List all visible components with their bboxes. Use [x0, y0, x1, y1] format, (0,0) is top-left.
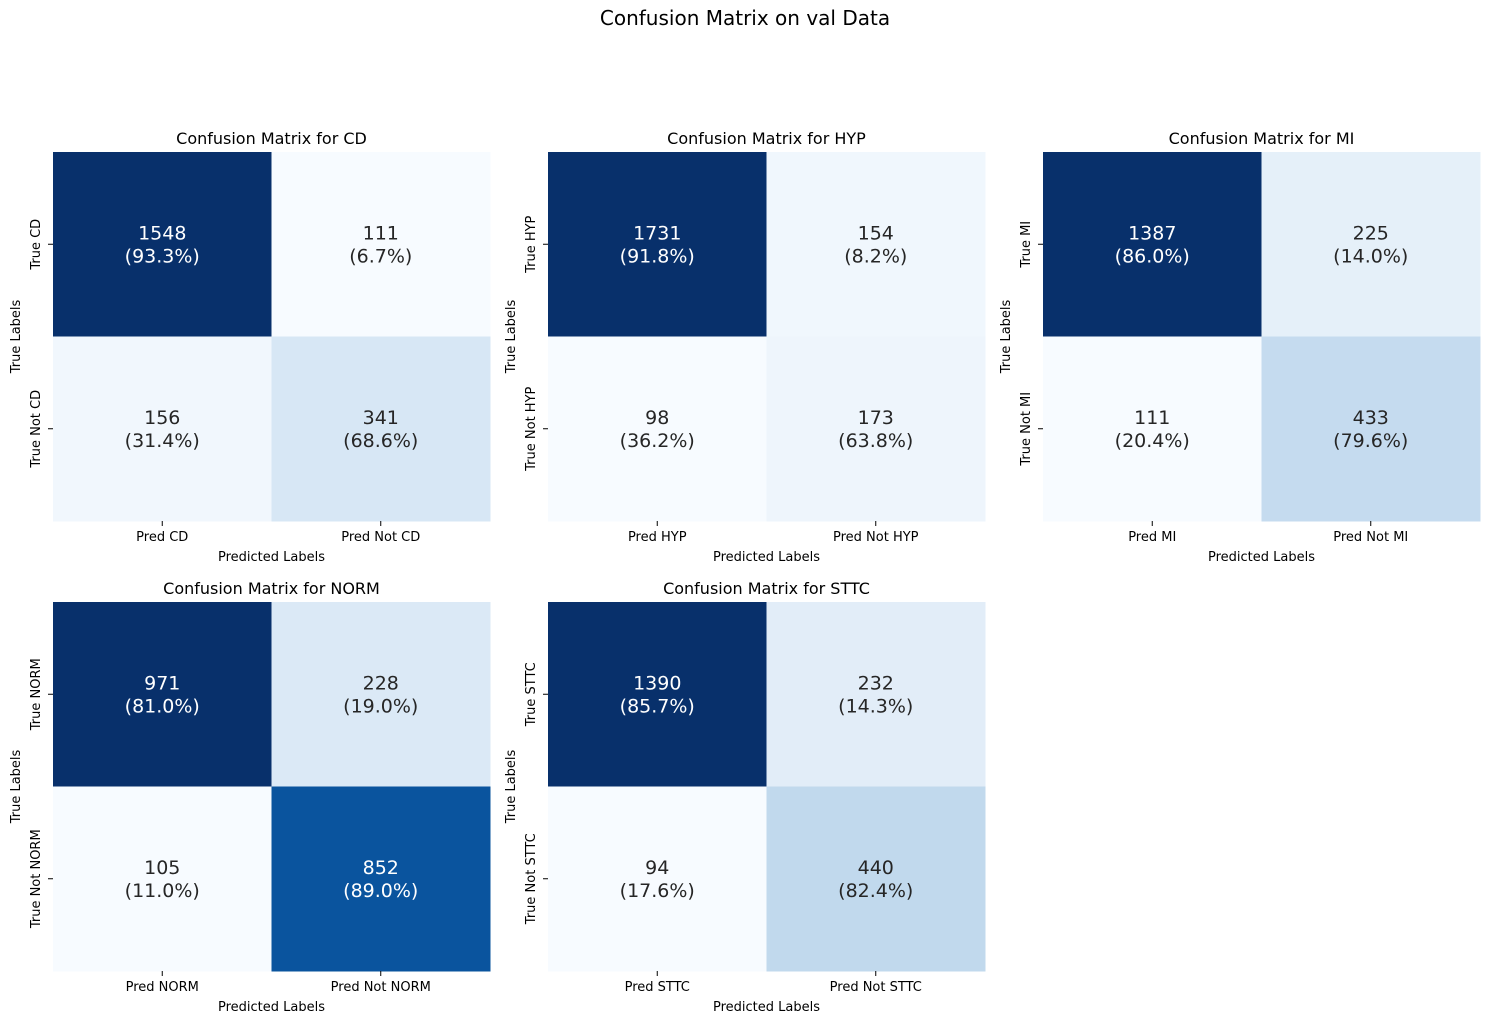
cell-count-label: 154	[858, 222, 894, 244]
heatmap-cell	[271, 336, 491, 522]
cell-count-label: 433	[1353, 407, 1389, 429]
cell-count-label: 971	[144, 672, 180, 694]
cell-count-label: 94	[645, 857, 669, 879]
heatmap-cell	[766, 602, 986, 787]
x-axis-label: Predicted Labels	[218, 550, 325, 565]
cell-percent-label: (6.7%)	[349, 245, 412, 267]
heatmap-cell	[1043, 336, 1262, 522]
cell-count-label: 1390	[633, 672, 681, 694]
cell-percent-label: (89.0%)	[343, 880, 418, 902]
y-tick-label: True Not MI	[1019, 392, 1034, 467]
y-tick-label: True Not STTC	[524, 833, 539, 925]
heatmap-cell	[766, 336, 986, 522]
cell-percent-label: (91.8%)	[620, 245, 695, 267]
heatmap-cell	[53, 336, 272, 522]
cell-percent-label: (85.7%)	[620, 695, 695, 717]
heatmap-cell	[271, 602, 491, 787]
x-tick-label: Pred CD	[136, 530, 188, 545]
cell-count-label: 173	[858, 407, 894, 429]
x-tick-label: Pred HYP	[628, 530, 687, 545]
x-axis-label: Predicted Labels	[218, 1000, 325, 1015]
cell-percent-label: (19.0%)	[343, 695, 418, 717]
y-tick-label: True Not HYP	[524, 386, 539, 471]
cell-percent-label: (14.3%)	[838, 695, 913, 717]
x-tick-label: Pred Not STTC	[830, 980, 922, 995]
cell-percent-label: (86.0%)	[1115, 245, 1190, 267]
heatmap-cell	[548, 152, 767, 337]
heatmap-cell	[766, 152, 986, 337]
cell-percent-label: (31.4%)	[125, 430, 200, 452]
y-tick-label: True CD	[29, 219, 44, 271]
heatmap-cell	[548, 602, 767, 787]
cell-percent-label: (11.0%)	[125, 880, 200, 902]
cell-percent-label: (17.6%)	[620, 880, 695, 902]
cell-count-label: 1548	[138, 222, 186, 244]
cell-percent-label: (63.8%)	[838, 430, 913, 452]
x-axis-label: Predicted Labels	[1208, 550, 1315, 565]
x-axis-label: Predicted Labels	[713, 550, 820, 565]
heatmap-cell	[1043, 152, 1262, 337]
y-axis-label: True Labels	[504, 749, 519, 824]
cell-count-label: 1731	[633, 222, 681, 244]
heatmap-cell	[53, 786, 272, 972]
heatmap-cell	[271, 786, 491, 972]
heatmap-cell	[548, 786, 767, 972]
cell-count-label: 98	[645, 407, 669, 429]
chart-title: Confusion Matrix for NORM	[163, 579, 380, 598]
y-tick-label: True STTC	[524, 662, 539, 727]
cell-count-label: 232	[858, 672, 894, 694]
y-axis-label: True Labels	[999, 299, 1014, 374]
cell-percent-label: (20.4%)	[1115, 430, 1190, 452]
heatmap-cell	[1261, 152, 1481, 337]
chart-title: Confusion Matrix for CD	[176, 129, 367, 148]
heatmap-cell	[548, 336, 767, 522]
heatmap-cell	[766, 786, 986, 972]
cell-percent-label: (79.6%)	[1333, 430, 1408, 452]
cell-count-label: 105	[144, 857, 180, 879]
cell-percent-label: (68.6%)	[343, 430, 418, 452]
cell-count-label: 156	[144, 407, 180, 429]
cell-count-label: 852	[363, 857, 399, 879]
y-tick-label: True Not CD	[29, 390, 44, 469]
x-tick-label: Pred Not CD	[341, 530, 420, 545]
y-axis-label: True Labels	[9, 299, 24, 374]
x-tick-label: Pred Not NORM	[331, 980, 431, 995]
chart-title: Confusion Matrix for MI	[1169, 129, 1355, 148]
chart-title: Confusion Matrix for STTC	[663, 579, 870, 598]
x-tick-label: Pred STTC	[625, 980, 690, 995]
cell-percent-label: (36.2%)	[620, 430, 695, 452]
cell-count-label: 440	[858, 857, 894, 879]
y-tick-label: True NORM	[29, 658, 44, 731]
cell-count-label: 111	[363, 222, 399, 244]
chart-title: Confusion Matrix for HYP	[667, 129, 866, 148]
y-tick-label: True Not NORM	[29, 829, 44, 929]
heatmap-cell	[1261, 336, 1481, 522]
y-tick-label: True MI	[1019, 221, 1034, 269]
cell-count-label: 225	[1353, 222, 1389, 244]
x-tick-label: Pred MI	[1128, 530, 1176, 545]
x-tick-label: Pred Not HYP	[833, 530, 919, 545]
x-tick-label: Pred NORM	[126, 980, 199, 995]
cell-percent-label: (82.4%)	[838, 880, 913, 902]
cell-count-label: 341	[363, 407, 399, 429]
cell-percent-label: (81.0%)	[125, 695, 200, 717]
heatmap-cell	[53, 152, 272, 337]
heatmap-cell	[271, 152, 491, 337]
y-axis-label: True Labels	[9, 749, 24, 824]
cell-percent-label: (14.0%)	[1333, 245, 1408, 267]
cell-percent-label: (93.3%)	[125, 245, 200, 267]
cell-count-label: 228	[363, 672, 399, 694]
y-tick-label: True HYP	[524, 215, 539, 273]
cell-percent-label: (8.2%)	[844, 245, 907, 267]
x-axis-label: Predicted Labels	[713, 1000, 820, 1015]
cell-count-label: 111	[1134, 407, 1170, 429]
heatmap-cell	[53, 602, 272, 787]
x-tick-label: Pred Not MI	[1333, 530, 1408, 545]
y-axis-label: True Labels	[504, 299, 519, 374]
figure-title: Confusion Matrix on val Data	[599, 6, 891, 30]
cell-count-label: 1387	[1128, 222, 1176, 244]
